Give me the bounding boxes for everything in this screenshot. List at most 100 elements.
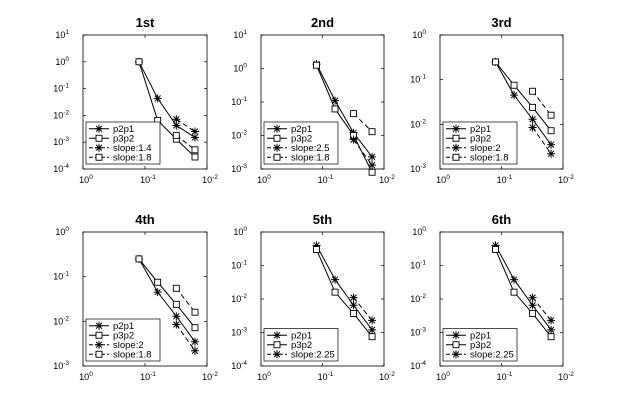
panel-6th: 6th 10-4 10-3 10-2 10-1 100 100 10-1 10-2 p2p1p3p… <box>410 212 574 382</box>
legend-marker <box>452 341 460 349</box>
legend-marker <box>95 331 103 339</box>
y-tick-label: 10-1 <box>53 83 69 94</box>
data-point-slope:2 <box>190 346 199 355</box>
y-tick-label: 10-3 <box>410 163 426 174</box>
y-tick-label: 10-1 <box>231 96 247 107</box>
data-point-slope:1.4 <box>172 115 181 124</box>
data-point-p3p2 <box>529 103 537 111</box>
legend-marker <box>95 321 103 330</box>
y-tick-label: 10-2 <box>231 130 247 141</box>
y-tick-label: 100 <box>233 226 247 237</box>
y-tick-label: 100 <box>233 63 247 74</box>
y-tick-label: 10-3 <box>231 327 247 338</box>
legend-marker <box>452 124 460 133</box>
legend-label: slope:2.5 <box>291 143 330 154</box>
legend-label: p3p2 <box>470 340 491 351</box>
legend-label: slope:1.8 <box>470 153 509 164</box>
panel-2nd: 2nd 10-3 10-2 10-1 100 101 100 10-1 10-2 p2p1p3p2… <box>231 15 395 185</box>
x-tick-label: 100 <box>436 371 450 382</box>
data-point-p3p2 <box>510 288 518 296</box>
panel-title: 4th <box>135 212 155 227</box>
data-point-p2p1 <box>528 301 537 310</box>
data-point-p2p1 <box>528 115 537 124</box>
data-point-slope:1.8 <box>368 128 376 136</box>
series-line-p3p2 <box>495 61 552 132</box>
data-point-p3p2 <box>313 61 320 69</box>
data-point-slope:2.5 <box>349 135 358 144</box>
panel-title: 5th <box>313 212 333 227</box>
data-point-slope:2 <box>172 320 181 329</box>
legend-label: p3p2 <box>291 340 312 351</box>
legend-label: p2p1 <box>291 124 312 135</box>
series-line-p3p2 <box>138 61 196 158</box>
legend-marker <box>95 124 103 133</box>
x-tick-label: 10-1 <box>318 174 334 185</box>
series-line-p2p1 <box>495 61 552 145</box>
x-tick-label: 10-2 <box>202 174 218 185</box>
series-line-p2p1 <box>316 245 373 331</box>
panel-title: 3rd <box>491 15 511 30</box>
series-line-p2p1 <box>495 245 552 331</box>
y-tick-label: 10-1 <box>231 260 247 271</box>
data-point-slope:1.8 <box>547 111 555 119</box>
data-point-slope:1.8 <box>529 87 537 95</box>
y-tick-label: 100 <box>55 56 69 67</box>
data-point-slope:2.25 <box>368 316 377 325</box>
data-point-slope:2.25 <box>528 293 537 302</box>
data-point-p3p2 <box>368 333 376 341</box>
data-point-p3p2 <box>154 278 162 286</box>
data-point-slope:1.8 <box>350 110 358 118</box>
data-point-p3p2 <box>191 324 199 332</box>
y-tick-label: 10-1 <box>53 271 69 282</box>
data-point-p3p2 <box>368 168 376 176</box>
data-point-p2p1 <box>368 325 377 334</box>
y-tick-label: 10-3 <box>410 327 426 338</box>
data-point-p2p1 <box>172 312 181 321</box>
y-tick-label: 10-4 <box>53 163 69 174</box>
y-tick-label: 10-2 <box>53 109 69 120</box>
series-line-slope:2 <box>532 127 552 154</box>
legend-marker <box>273 134 281 142</box>
x-tick-label: 100 <box>79 174 93 185</box>
data-point-slope:2 <box>528 123 537 132</box>
data-point-p2p1 <box>510 91 519 100</box>
data-point-p3p2 <box>331 105 339 113</box>
legend-marker <box>273 341 281 349</box>
data-point-p2p1 <box>349 301 358 310</box>
data-point-p3p2 <box>350 310 358 317</box>
y-tick-label: 10-3 <box>231 163 247 174</box>
series-line-slope:1.8 <box>175 287 196 313</box>
data-point-p2p1 <box>491 241 500 250</box>
data-point-p3p2 <box>547 333 555 341</box>
panel-title: 2nd <box>311 15 334 30</box>
legend-marker <box>452 350 460 359</box>
data-point-p3p2 <box>172 300 180 308</box>
legend-marker <box>95 143 103 152</box>
y-tick-label: 10-2 <box>410 118 426 129</box>
legend-label: p3p2 <box>113 331 134 342</box>
panel-title: 1st <box>136 15 155 30</box>
legend-marker <box>452 134 460 142</box>
series-line-slope:2.25 <box>353 297 373 321</box>
data-point-slope:2 <box>547 149 556 158</box>
data-point-p3p2 <box>313 246 320 253</box>
y-tick-label: 100 <box>412 226 426 237</box>
legend-label: slope:2.25 <box>470 350 514 361</box>
legend-label: slope:2 <box>470 143 501 154</box>
y-tick-label: 10-3 <box>53 136 69 147</box>
legend-label: slope:1.8 <box>113 153 152 164</box>
legend-label: slope:2 <box>113 340 144 351</box>
y-tick-label: 10-3 <box>53 360 69 371</box>
data-point-slope:1.4 <box>190 127 199 136</box>
data-point-p2p1 <box>547 140 556 149</box>
series-line-slope:2 <box>175 324 196 351</box>
y-tick-label: 10-4 <box>410 360 426 371</box>
legend-marker <box>452 143 460 152</box>
series-line-slope:1.8 <box>532 90 552 116</box>
